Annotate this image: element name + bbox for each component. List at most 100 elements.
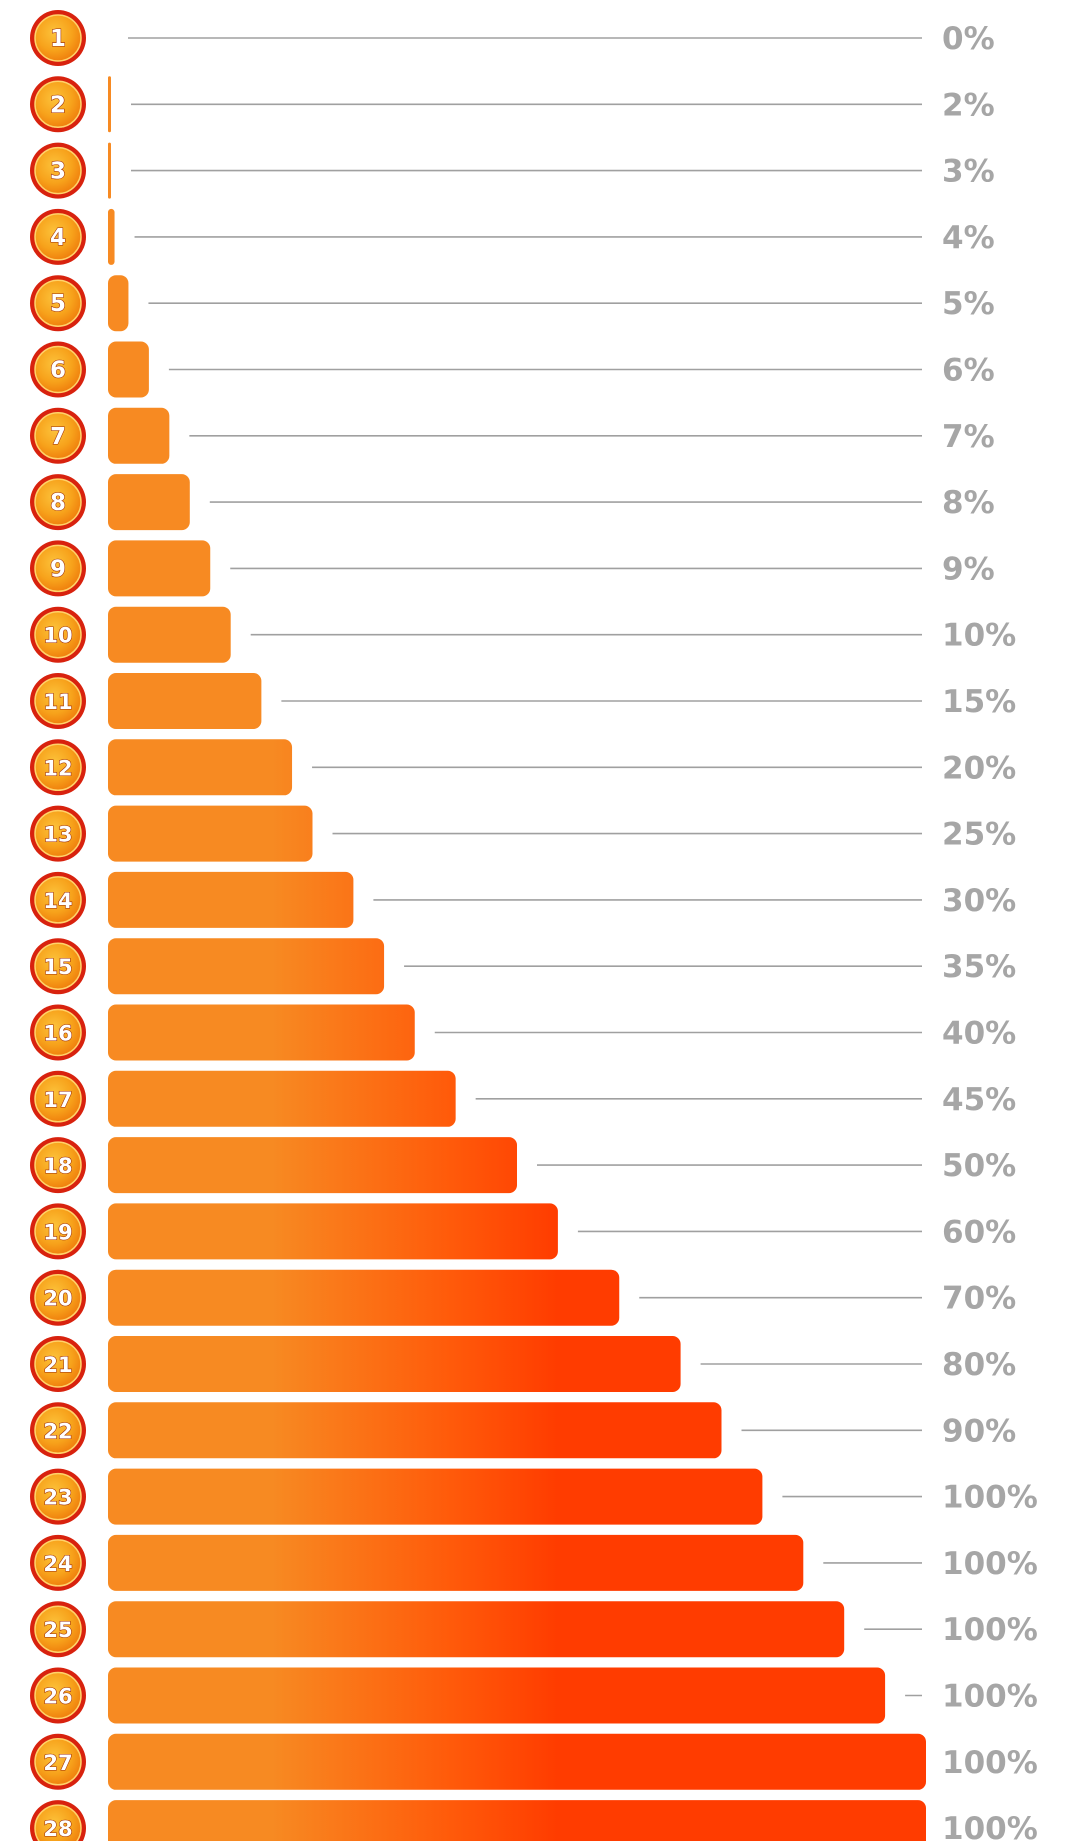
bar [108, 76, 111, 133]
chart-row: 4 4% [30, 208, 995, 265]
value-label: 100% [942, 1546, 1038, 1582]
rank-badge [34, 942, 82, 990]
rank-badge [34, 14, 82, 62]
bar [108, 1468, 763, 1525]
value-label: 40% [942, 1016, 1016, 1052]
rank-number: 24 [43, 1552, 72, 1576]
rank-badge [34, 1804, 82, 1841]
chart-row: 20 70% [30, 1269, 1016, 1326]
chart-row: 18 50% [30, 1137, 1016, 1194]
chart-row: 19 60% [30, 1203, 1016, 1260]
rank-number: 26 [43, 1685, 72, 1709]
rank-badge [34, 80, 82, 129]
bar [108, 673, 262, 729]
rank-number: 21 [43, 1353, 72, 1377]
chart-row: 14 30% [30, 871, 1016, 928]
chart-row: 22 90% [30, 1402, 1016, 1459]
rank-number: 6 [50, 358, 66, 384]
bar [108, 1667, 886, 1724]
bar [108, 341, 149, 398]
value-label: 90% [942, 1413, 1016, 1449]
rank-number: 12 [43, 756, 72, 780]
rank-badge [34, 345, 82, 394]
bar [108, 1336, 681, 1392]
rank-number: 8 [50, 490, 66, 516]
value-label: 5% [942, 286, 995, 322]
rank-number: 23 [43, 1486, 72, 1510]
bar [108, 208, 115, 265]
chart-row: 6 6% [30, 341, 995, 398]
bar [108, 1269, 620, 1326]
chart-row: 15 35% [30, 938, 1016, 995]
rank-number: 3 [50, 159, 66, 185]
value-label: 6% [942, 353, 995, 389]
rank-badge [34, 544, 82, 593]
bar [108, 1601, 845, 1658]
rank-number: 5 [50, 291, 66, 317]
value-label: 7% [942, 419, 995, 455]
rank-badge [34, 1539, 82, 1587]
chart-row: 11 15% [30, 673, 1016, 729]
rank-badge [34, 1738, 82, 1786]
value-label: 100% [942, 1612, 1038, 1648]
value-label: 45% [942, 1082, 1016, 1118]
bar [108, 606, 231, 663]
chart-row: 12 20% [30, 739, 1016, 796]
bar [108, 739, 293, 796]
rank-badge [34, 279, 82, 327]
rank-number: 27 [43, 1751, 72, 1775]
chart-row: 26 100% [30, 1667, 1038, 1724]
bar [108, 938, 385, 995]
value-label: 8% [942, 485, 995, 521]
rank-badge [34, 610, 82, 659]
rank-number: 19 [43, 1220, 72, 1244]
value-label: 100% [942, 1811, 1038, 1841]
value-label: 60% [942, 1214, 1016, 1250]
rank-badge [34, 1008, 82, 1057]
chart-row: 5 5% [30, 275, 995, 332]
chart-row: 28 100% [30, 1800, 1038, 1841]
chart-row: 7 7% [30, 407, 995, 464]
rank-number: 9 [50, 556, 66, 582]
value-label: 25% [942, 817, 1016, 853]
rank-number: 28 [43, 1817, 72, 1841]
bar [108, 1203, 558, 1260]
chart-row: 23 100% [30, 1468, 1038, 1525]
value-label: 100% [942, 1480, 1038, 1516]
chart-row: 13 25% [30, 805, 1016, 862]
value-label: 100% [942, 1745, 1038, 1781]
rank-number: 17 [43, 1088, 72, 1112]
rank-number: 20 [43, 1287, 72, 1311]
rank-badge [34, 743, 82, 792]
rank-badge [34, 1207, 82, 1256]
bar [108, 407, 170, 464]
value-label: 100% [942, 1679, 1038, 1715]
rank-number: 11 [43, 690, 72, 714]
rank-number: 14 [43, 889, 72, 913]
chart-row: 8 8% [30, 474, 995, 531]
rank-number: 16 [43, 1022, 72, 1046]
rank-badge [34, 876, 82, 924]
rank-badge [34, 1273, 82, 1322]
chart-row: 21 80% [30, 1336, 1016, 1392]
value-label: 4% [942, 220, 995, 256]
value-label: 9% [942, 551, 995, 587]
chart-row: 24 100% [30, 1534, 1038, 1591]
rank-badge [34, 809, 82, 858]
chart-row: 17 45% [30, 1070, 1016, 1127]
value-label: 35% [942, 949, 1016, 985]
bar [108, 142, 111, 199]
value-label: 80% [942, 1347, 1016, 1383]
rank-number: 25 [43, 1618, 72, 1642]
chart-row: 2 2% [30, 76, 995, 133]
bar [108, 1137, 517, 1194]
bar [108, 871, 354, 928]
rank-badge [34, 1406, 82, 1455]
bar [108, 1004, 415, 1061]
value-label: 0% [942, 21, 995, 57]
value-label: 10% [942, 618, 1016, 654]
chart-row: 9 9% [30, 540, 995, 597]
rank-badge [34, 213, 82, 261]
value-label: 3% [942, 154, 995, 190]
rank-badge [34, 677, 82, 725]
